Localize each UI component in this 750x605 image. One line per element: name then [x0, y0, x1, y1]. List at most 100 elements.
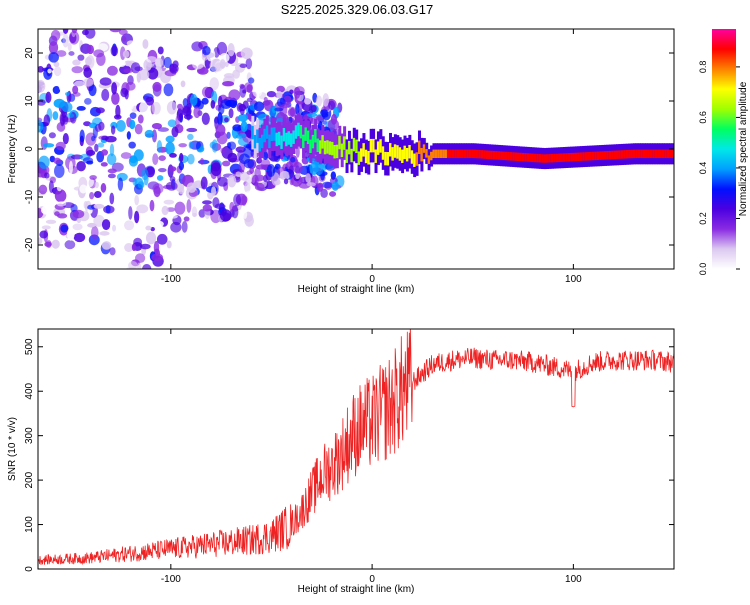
- spectrogram-ridge-core: [570, 152, 574, 162]
- spectrogram-cell: [137, 262, 142, 269]
- spectrogram-ridge-core: [333, 145, 337, 159]
- spectrogram-cell: [167, 119, 177, 128]
- spectrogram-cell: [179, 63, 189, 75]
- spectrogram-ridge-core: [427, 155, 431, 164]
- spectrogram-cell: [154, 57, 164, 68]
- spectrogram-ridge-core: [430, 151, 434, 161]
- spectrogram-ridge-core: [379, 139, 383, 153]
- spectrogram-ridge-core: [302, 134, 306, 149]
- spectrogram-ridge-core: [657, 149, 661, 159]
- spectrogram-cell: [152, 153, 159, 165]
- spectrogram-cell: [38, 66, 44, 73]
- spectrogram-cell: [44, 172, 50, 179]
- spectrogram-ridge-core: [502, 151, 506, 161]
- spectrogram-cell: [90, 226, 99, 240]
- spectrogram-cell: [179, 152, 184, 163]
- spectrogram-cell: [279, 170, 290, 181]
- snr-series-line: [38, 329, 674, 566]
- spectrogram-cell: [128, 261, 138, 269]
- spectrogram-cell: [101, 88, 110, 102]
- spectrogram-ridge-core: [485, 150, 489, 159]
- spectrogram-cell: [183, 216, 190, 222]
- spectrogram-cell: [101, 149, 109, 156]
- spectrogram-ridge-core: [558, 153, 562, 163]
- spectrogram-cell: [151, 101, 161, 115]
- spectrogram-cell: [62, 33, 69, 48]
- spectrogram-cell: [95, 17, 104, 23]
- spectrogram-cell: [171, 84, 180, 96]
- spectrogram-cell: [45, 219, 57, 224]
- spectrogram-cell: [193, 106, 201, 119]
- spectrogram-ridge-core: [326, 140, 330, 154]
- spectrogram-cell: [215, 124, 226, 136]
- spectrogram-cell: [165, 181, 178, 191]
- snr-background: [38, 329, 674, 569]
- spectrogram-cell: [240, 120, 248, 133]
- spectrogram-ridge-core: [258, 137, 262, 152]
- spectrogram-cell: [136, 204, 149, 214]
- spectrogram-cell: [240, 47, 253, 60]
- spectrogram-ridge-core: [328, 141, 332, 155]
- spectrogram-cell: [73, 80, 85, 88]
- spectrogram-cell: [219, 209, 232, 222]
- spectrogram-ridge-core: [623, 150, 627, 159]
- spectrogram-ridge-core: [432, 149, 436, 159]
- spectrogram-ridge-core: [483, 150, 487, 159]
- spectrogram-ridge-core: [287, 131, 291, 145]
- spectrogram-cell: [165, 135, 175, 143]
- spectrogram-cell: [106, 153, 117, 165]
- spectrogram-ridge-core: [345, 149, 349, 163]
- spectrogram-cell: [94, 181, 99, 189]
- spectrogram-cell: [141, 168, 149, 181]
- spectrogram-ridge-core: [381, 146, 385, 160]
- spectrogram-cell: [55, 8, 65, 15]
- spectrogram-ridge-core: [357, 151, 361, 165]
- spectrogram-ridge-core: [369, 138, 373, 153]
- colorbar-ticks: 0.0 0.2 0.4 0.6 0.8: [698, 61, 740, 276]
- spectrogram-cell: [229, 201, 235, 213]
- spectrogram-cell: [101, 241, 112, 250]
- spectrogram-cell: [111, 82, 118, 95]
- spectrogram-cell: [91, 19, 99, 28]
- spectrogram-cell: [186, 182, 197, 193]
- spectrogram-cell: [314, 161, 324, 176]
- spectrogram-cell: [149, 199, 155, 212]
- spectrogram-cell: [123, 68, 134, 74]
- spectrogram-cell: [97, 142, 105, 148]
- spectrogram-cell: [279, 104, 292, 109]
- spectrogram-cell: [81, 11, 92, 18]
- spectrogram-cell: [329, 191, 337, 197]
- spectrogram-cell: [253, 101, 265, 112]
- spectrogram-cell: [109, 192, 115, 205]
- spectrogram-cell: [288, 106, 297, 116]
- spectrogram-ridge-core: [608, 150, 612, 160]
- spectrogram-ridge-core: [664, 149, 668, 159]
- spectrogram-cell: [330, 113, 337, 125]
- spectrogram-ridge-core: [389, 143, 393, 157]
- spectrogram-cell: [152, 183, 164, 194]
- spectrogram-cell: [38, 237, 43, 245]
- spectrogram-cell: [126, 131, 131, 140]
- spectrogram-cell: [117, 177, 124, 191]
- spectrogram-cell: [52, 85, 61, 95]
- spectrogram-ridge-core: [647, 149, 651, 159]
- spectrogram-ridge-core: [591, 151, 595, 161]
- spectrogram-cell: [100, 11, 110, 22]
- spectrogram-cell: [239, 63, 247, 68]
- spectrogram-ridge-core: [396, 145, 400, 159]
- spectrogram-cell: [228, 108, 234, 119]
- spectrogram-cell: [153, 240, 160, 255]
- spectrogram-cell: [134, 194, 140, 206]
- spectrogram-ridge-core: [280, 135, 284, 149]
- spectrogram-ridge-core: [299, 124, 303, 139]
- spectrogram-ridge-core: [398, 147, 402, 161]
- colorbar-tick-label: 0.0: [698, 263, 708, 276]
- spectrogram-cell: [227, 141, 237, 151]
- spectrogram-ridge-core: [587, 152, 591, 161]
- spectrogram-cell: [107, 173, 116, 179]
- x-tick-label: 100: [565, 574, 582, 585]
- spectrogram-ridge-core: [268, 134, 272, 148]
- spectrogram-cell: [199, 157, 205, 165]
- spectrogram-cell: [174, 201, 186, 215]
